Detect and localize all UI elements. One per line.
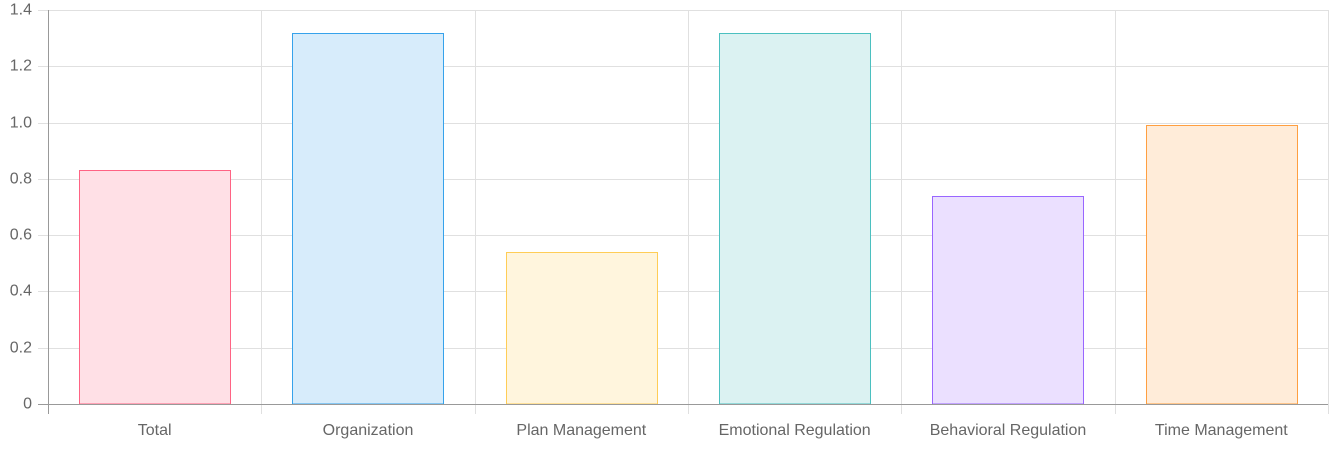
bar-total	[79, 170, 231, 405]
y-tick-label: 0.4	[10, 283, 32, 300]
x-category-label: Behavioral Regulation	[930, 422, 1087, 439]
y-tick-label: 0.8	[10, 171, 32, 188]
bar-behavioral-regulation	[932, 196, 1084, 405]
y-tick-label: 0.6	[10, 227, 32, 244]
x-axis-labels: Total Organization Plan Management Emotiona…	[138, 422, 1289, 439]
bar-time-management	[1146, 125, 1298, 405]
bars	[79, 33, 1298, 405]
bar-organization	[292, 33, 444, 405]
bar-plan-management	[506, 252, 658, 405]
y-tick-label: 0.2	[10, 340, 32, 357]
bar-emotional-regulation	[719, 33, 871, 405]
x-category-label: Emotional Regulation	[719, 422, 871, 439]
y-axis-ticks: 0 0.2 0.4 0.6 0.8 1.0 1.2 1.4	[10, 2, 32, 413]
y-tick-label: 1.2	[10, 58, 32, 75]
x-category-label: Time Management	[1155, 422, 1288, 439]
y-tick-label: 1.0	[10, 115, 32, 132]
y-tick-label: 0	[23, 396, 32, 413]
x-category-label: Total	[138, 422, 172, 439]
axes	[38, 10, 1328, 414]
grid-lines	[38, 10, 1329, 414]
x-category-label: Organization	[323, 422, 414, 439]
x-category-label: Plan Management	[516, 422, 646, 439]
y-tick-label: 1.4	[10, 2, 32, 19]
